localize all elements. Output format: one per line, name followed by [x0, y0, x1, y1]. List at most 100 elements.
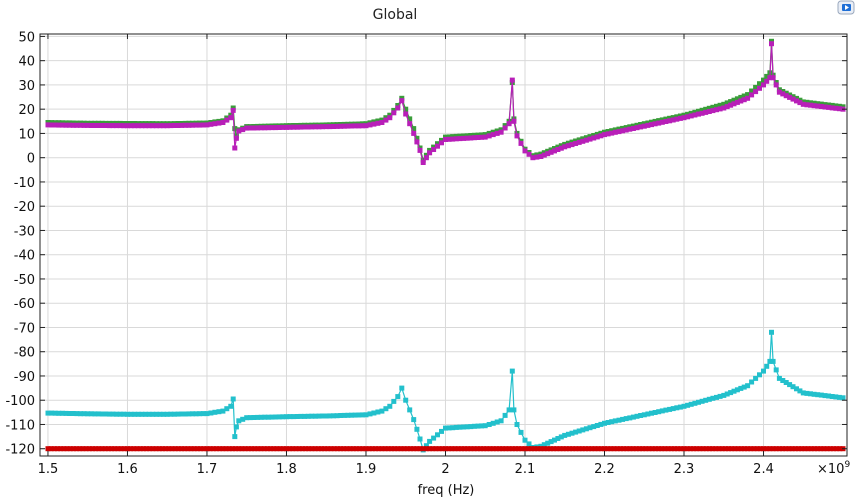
data-point — [713, 446, 719, 452]
data-point — [509, 368, 515, 374]
data-point — [638, 124, 644, 130]
data-point — [417, 436, 423, 442]
data-point — [731, 97, 737, 103]
data-point — [371, 121, 377, 127]
data-point — [741, 97, 747, 103]
data-point — [363, 412, 369, 418]
data-point — [153, 123, 159, 129]
data-point — [773, 82, 779, 88]
data-point — [315, 446, 321, 452]
data-point — [612, 418, 618, 424]
data-point — [486, 133, 492, 139]
data-point — [822, 393, 828, 399]
data-point — [677, 115, 683, 121]
data-point — [656, 446, 662, 452]
data-point — [824, 446, 830, 452]
data-point — [161, 411, 167, 417]
data-point — [827, 446, 833, 452]
data-point — [375, 409, 381, 415]
data-point — [804, 390, 810, 396]
data-point — [611, 446, 617, 452]
data-point — [367, 411, 373, 417]
data-point — [214, 446, 219, 452]
data-point — [494, 419, 500, 425]
data-point — [580, 427, 586, 433]
data-point — [776, 89, 782, 95]
data-point — [836, 106, 842, 112]
data-point — [724, 391, 730, 397]
data-point — [264, 446, 270, 452]
data-point — [230, 396, 236, 402]
data-point — [534, 154, 540, 160]
data-point — [49, 410, 55, 416]
data-point — [794, 386, 799, 392]
data-point — [498, 418, 504, 424]
data-point — [420, 446, 426, 452]
data-point — [128, 411, 134, 417]
data-point — [414, 139, 420, 145]
data-point — [699, 110, 705, 116]
data-point — [233, 446, 239, 452]
y-tick-label: -120 — [5, 443, 35, 458]
data-point — [64, 446, 70, 452]
data-point — [815, 103, 821, 109]
data-point — [143, 123, 148, 129]
data-point — [45, 122, 51, 128]
data-point — [627, 126, 633, 132]
data-point — [479, 423, 485, 429]
data-point — [457, 136, 463, 142]
x-axis-label: freq (Hz) — [418, 483, 475, 498]
data-point — [544, 446, 550, 452]
data-point — [302, 124, 307, 130]
data-point — [623, 416, 629, 422]
data-point — [232, 145, 238, 151]
data-point — [208, 121, 214, 127]
data-point — [769, 41, 774, 47]
data-point — [134, 446, 140, 452]
data-point — [649, 410, 654, 416]
data-point — [780, 446, 786, 452]
y-tick-label: -90 — [14, 370, 35, 385]
data-point — [787, 382, 793, 388]
export-icon[interactable] — [837, 0, 855, 15]
data-point — [242, 446, 248, 452]
data-point — [446, 425, 452, 431]
data-point — [815, 392, 821, 398]
data-point — [526, 441, 532, 447]
data-point — [258, 125, 264, 131]
data-point — [347, 446, 353, 452]
data-point — [157, 123, 163, 129]
data-point — [836, 394, 842, 400]
data-point — [179, 411, 185, 417]
data-point — [518, 429, 524, 435]
data-point — [555, 436, 561, 441]
data-point — [500, 446, 506, 452]
data-point — [403, 397, 409, 403]
data-point — [125, 123, 130, 129]
data-point — [338, 123, 344, 129]
data-point — [691, 446, 697, 452]
data-point — [734, 96, 740, 102]
data-point — [156, 446, 162, 452]
data-point — [193, 122, 199, 128]
data-point — [77, 446, 83, 452]
data-point — [511, 118, 517, 124]
data-point — [717, 102, 723, 108]
data-point — [140, 446, 146, 452]
data-point — [707, 446, 712, 452]
data-point — [423, 443, 429, 449]
data-point — [719, 446, 725, 452]
data-point — [734, 99, 740, 105]
data-point — [356, 123, 362, 129]
data-point — [334, 413, 340, 419]
data-point — [450, 425, 456, 431]
data-point — [185, 446, 191, 452]
data-point — [552, 437, 557, 443]
data-point — [490, 446, 496, 452]
data-point — [74, 122, 80, 128]
data-point — [443, 446, 448, 452]
data-point — [150, 123, 156, 129]
data-point — [668, 446, 674, 452]
data-point — [191, 446, 197, 452]
data-point — [530, 155, 536, 161]
